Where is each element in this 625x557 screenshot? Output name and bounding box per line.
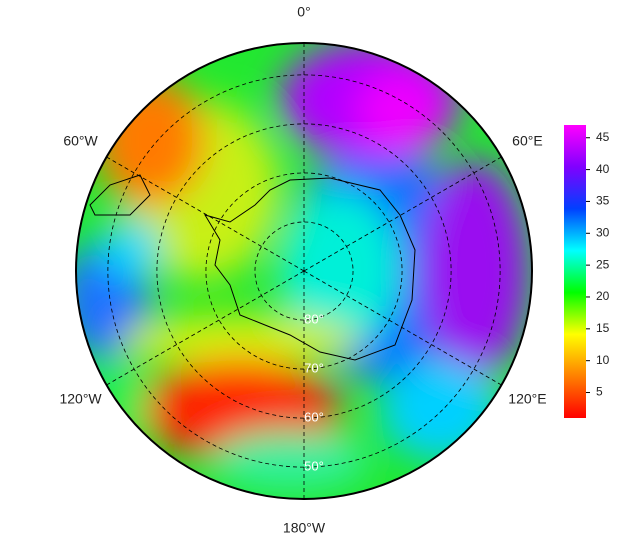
meridian (106, 270, 305, 386)
lat-label: 50° (304, 459, 324, 474)
map-border (75, 42, 533, 500)
lon-label: 180°W (283, 520, 326, 536)
colorbar-tick-label: 40 (596, 162, 610, 176)
lon-label: 120°E (508, 391, 546, 407)
graticule (106, 43, 502, 499)
meridian (106, 156, 305, 272)
colorbar: 5 10 15 20 25 30 35 40 45 (564, 125, 610, 418)
colorbar-tick-label: 15 (596, 321, 610, 335)
lat-label: 70° (304, 361, 324, 376)
colorbar-tick-label: 45 (596, 130, 610, 144)
colorbar-tick-label: 35 (596, 194, 610, 208)
meridian (303, 156, 502, 272)
parallel (107, 74, 501, 468)
colorbar-ramp (564, 125, 586, 418)
colorbar-tick-label: 30 (596, 225, 610, 239)
parallel (156, 123, 452, 419)
colorbar-tick-label: 10 (596, 353, 610, 367)
lon-label: 120°W (59, 391, 102, 407)
lon-label: 60°W (63, 133, 98, 149)
lon-label: 60°E (512, 133, 543, 149)
colorbar-tick-label: 25 (596, 257, 610, 271)
lat-label: 60° (304, 410, 324, 425)
meridian (303, 270, 502, 386)
field (76, 43, 532, 499)
lon-label: 0° (297, 4, 310, 20)
parallel (254, 221, 354, 321)
colorbar-tick-label: 20 (596, 289, 610, 303)
lat-label: 80° (304, 311, 324, 326)
parallel (205, 172, 403, 370)
colorbar-tick-label: 5 (596, 385, 603, 399)
